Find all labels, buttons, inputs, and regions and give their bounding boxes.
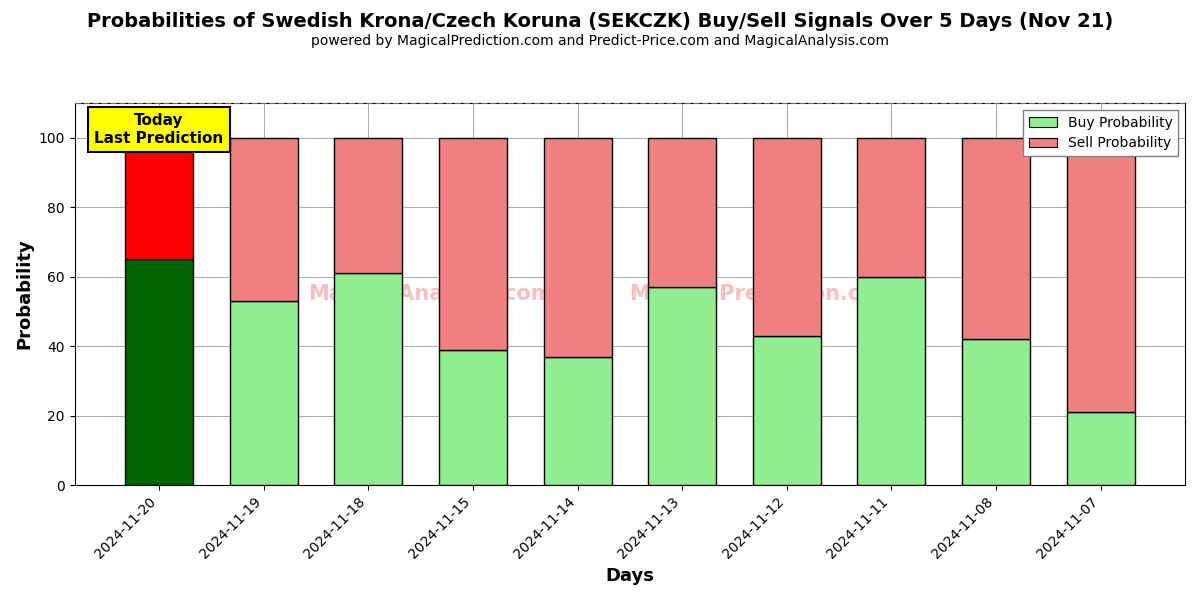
Bar	[648, 287, 716, 485]
Bar	[1067, 138, 1134, 412]
Legend: Buy Probability, Sell Probability: Buy Probability, Sell Probability	[1024, 110, 1178, 156]
Bar	[439, 138, 506, 350]
Bar	[962, 138, 1030, 339]
Bar	[229, 138, 298, 301]
Text: MagicalPrediction.com: MagicalPrediction.com	[630, 284, 896, 304]
Bar	[962, 339, 1030, 485]
Bar	[857, 277, 925, 485]
Bar	[544, 138, 612, 356]
Text: Probabilities of Swedish Krona/Czech Koruna (SEKCZK) Buy/Sell Signals Over 5 Day: Probabilities of Swedish Krona/Czech Kor…	[86, 12, 1114, 31]
Bar	[1067, 412, 1134, 485]
Bar	[335, 138, 402, 273]
Y-axis label: Probability: Probability	[16, 239, 34, 349]
Bar	[125, 138, 193, 259]
Text: powered by MagicalPrediction.com and Predict-Price.com and MagicalAnalysis.com: powered by MagicalPrediction.com and Pre…	[311, 34, 889, 48]
Text: Today
Last Prediction: Today Last Prediction	[95, 113, 223, 146]
Bar	[857, 138, 925, 277]
Bar	[648, 138, 716, 287]
Bar	[229, 301, 298, 485]
Bar	[544, 356, 612, 485]
Bar	[125, 259, 193, 485]
Bar	[439, 350, 506, 485]
Text: MagicalAnalysis.com: MagicalAnalysis.com	[307, 284, 552, 304]
X-axis label: Days: Days	[605, 567, 654, 585]
Bar	[752, 336, 821, 485]
Bar	[752, 138, 821, 336]
Bar	[335, 273, 402, 485]
